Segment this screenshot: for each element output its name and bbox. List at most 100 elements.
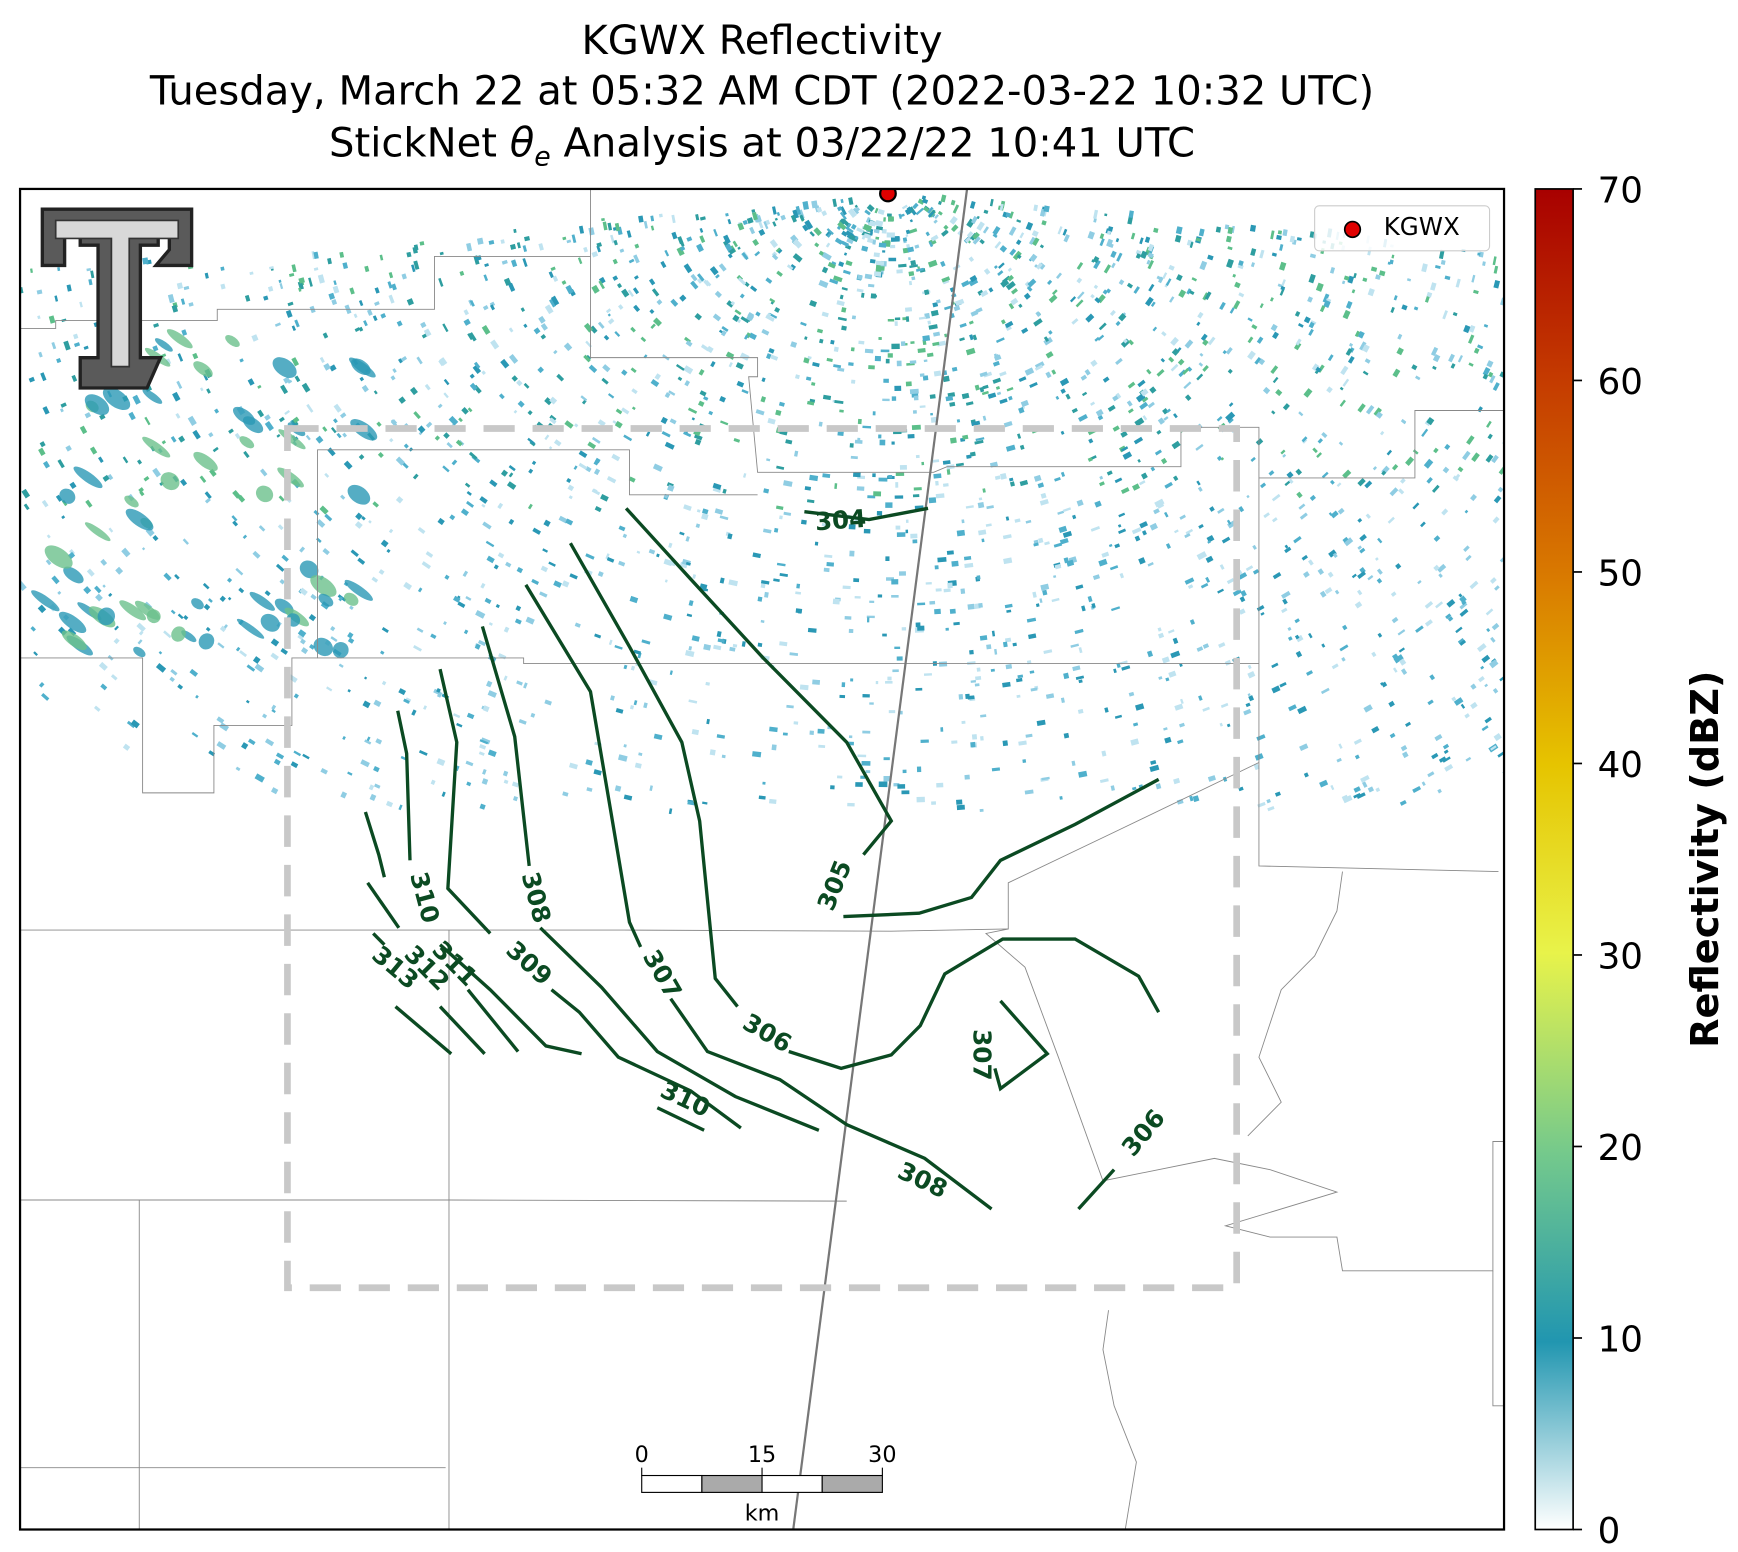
radar-echo	[695, 523, 701, 529]
radar-echo	[905, 381, 912, 387]
radar-echo	[976, 215, 980, 220]
radar-echo	[891, 579, 899, 585]
radar-echo	[716, 734, 726, 739]
radar-echo	[493, 564, 499, 570]
contour	[669, 997, 993, 1211]
radar-echo	[187, 415, 197, 426]
radar-echo	[348, 357, 376, 378]
radar-echo	[1370, 266, 1378, 272]
radar-echo	[1238, 506, 1245, 513]
radar-echo	[1442, 310, 1448, 320]
radar-echo	[1354, 601, 1363, 609]
radar-echo	[1140, 250, 1148, 259]
radar-echo	[1164, 511, 1169, 518]
radar-echo	[821, 266, 829, 274]
radar-echo	[1168, 356, 1175, 363]
radar-echo	[1226, 577, 1235, 585]
radar-echo	[892, 669, 899, 673]
radar-echo	[940, 194, 947, 203]
radar-echo	[1004, 320, 1014, 329]
radar-echo	[308, 277, 313, 287]
radar-echo	[675, 363, 685, 371]
radar-echo	[1134, 535, 1141, 542]
radar-echo	[1207, 540, 1212, 544]
radar-echo	[481, 503, 486, 508]
radar-echo	[298, 287, 302, 292]
radar-echo	[100, 558, 108, 566]
radar-echo	[1393, 295, 1398, 301]
radar-echo	[935, 493, 945, 499]
radar-echo	[1459, 602, 1468, 610]
radar-echo	[920, 739, 929, 743]
radar-echo	[1243, 708, 1252, 716]
radar-echo	[400, 356, 408, 362]
radar-echo	[1162, 408, 1169, 415]
radar-echo	[994, 241, 1002, 249]
radar-echo	[1461, 600, 1467, 606]
radar-echo	[1138, 557, 1146, 565]
radar-echo	[544, 434, 550, 441]
radar-echo	[1179, 514, 1186, 520]
radar-echo	[847, 802, 855, 807]
radar-echo	[392, 368, 397, 373]
radar-echo	[361, 516, 366, 521]
radar-echo	[1098, 558, 1108, 567]
radar-echo	[330, 625, 336, 632]
radar-echo	[988, 287, 994, 293]
radar-echo	[949, 437, 957, 444]
radar-echo	[508, 353, 519, 364]
radar-echo	[1012, 642, 1017, 647]
radar-echo	[142, 389, 163, 404]
radar-echo	[999, 203, 1004, 211]
radar-echo	[406, 298, 414, 306]
radar-echo	[1148, 283, 1155, 292]
radar-echo	[1453, 697, 1464, 706]
contour	[788, 937, 1161, 1071]
radar-echo	[1271, 410, 1276, 415]
radar-echo	[596, 242, 602, 248]
radar-echo	[1303, 388, 1313, 398]
radar-echo	[1156, 368, 1165, 377]
radar-echo	[685, 340, 693, 347]
radar-echo	[971, 420, 981, 427]
radar-echo	[200, 387, 204, 392]
radar-echo	[479, 744, 487, 750]
radar-echo	[847, 208, 857, 218]
radar-echo	[1076, 499, 1084, 507]
radar-echo	[842, 585, 851, 590]
radar-echo	[347, 689, 351, 693]
radar-echo	[1026, 617, 1037, 623]
subtitle-part: Analysis at 03/22/22 10:41 UTC	[564, 119, 1196, 166]
radar-echo	[878, 337, 882, 340]
radar-echo	[1336, 482, 1342, 488]
radar-echo	[999, 371, 1007, 377]
radar-echo	[1080, 374, 1088, 381]
radar-echo	[390, 419, 398, 427]
radar-echo	[1442, 466, 1450, 474]
radar-echo	[28, 376, 35, 383]
radar-echo	[908, 271, 915, 277]
radar-echo	[610, 695, 615, 701]
radar-echo	[1216, 416, 1223, 422]
radar-echo	[1172, 637, 1179, 645]
radar-echo	[1343, 275, 1350, 281]
radar-echo	[648, 548, 656, 555]
radar-echo	[992, 233, 998, 239]
radar-echo	[1183, 381, 1192, 390]
radar-echo	[371, 576, 379, 583]
radar-echo	[656, 553, 660, 558]
radar-echo	[766, 312, 772, 317]
radar-echo	[108, 592, 113, 598]
radar-echo	[739, 352, 750, 361]
radar-echo	[219, 722, 230, 732]
radar-echo	[310, 575, 337, 597]
radar-echo	[523, 682, 528, 689]
radar-echo	[340, 791, 348, 799]
radar-echo	[331, 299, 338, 306]
radar-echo	[1308, 273, 1316, 284]
radar-echo	[1016, 254, 1022, 259]
radar-echo	[1287, 636, 1293, 641]
radar-echo	[987, 392, 997, 399]
radar-echo	[430, 779, 436, 786]
radar-echo	[792, 253, 803, 263]
